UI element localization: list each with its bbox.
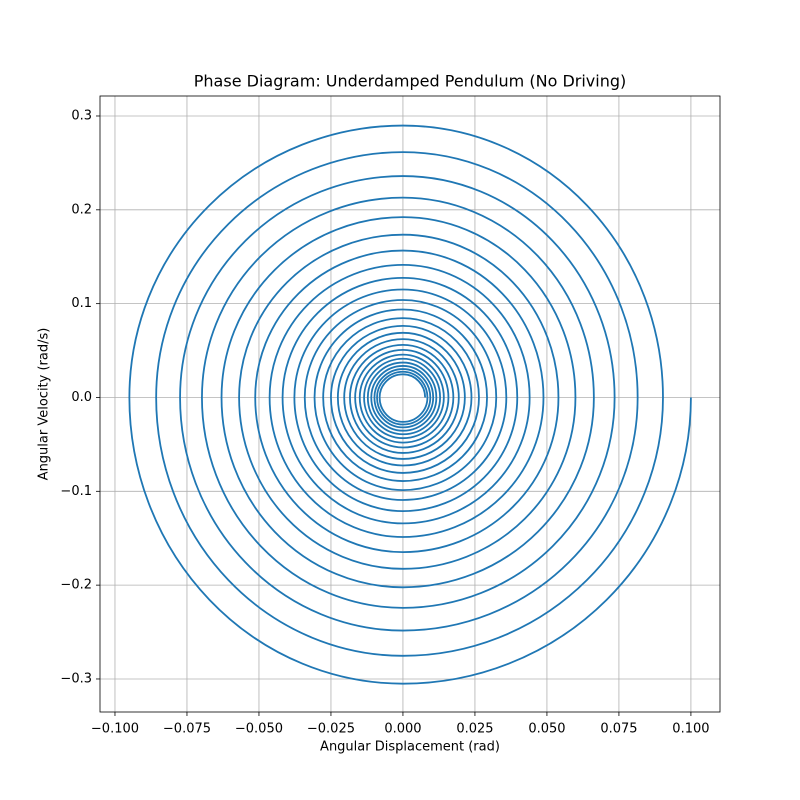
x-tick-label: 0.050 [528,722,565,737]
y-tick-label: −0.3 [60,671,92,686]
x-axis-label: Angular Displacement (rad) [320,740,500,755]
x-tick-label: 0.025 [456,722,493,737]
x-tick-label: −0.050 [235,722,283,737]
y-tick-label: 0.1 [71,296,92,311]
chart-title: Phase Diagram: Underdamped Pendulum (No … [194,72,626,91]
phase-curve [128,124,692,685]
y-tick-label: 0.3 [71,108,92,123]
y-tick-label: 0.0 [71,390,92,405]
y-tick-label: −0.2 [60,578,92,593]
plot-frame [99,95,721,713]
x-tick-label: 0.100 [672,722,709,737]
x-tick-label: −0.075 [163,722,211,737]
x-tick-label: 0.075 [600,722,637,737]
y-axis-label: Angular Velocity (rad/s) [37,328,52,481]
y-tick-label: 0.2 [71,202,92,217]
x-tick-label: −0.100 [91,722,139,737]
x-tick-label: 0.000 [384,722,421,737]
x-tick-label: −0.025 [307,722,355,737]
y-tick-label: −0.1 [60,484,92,499]
